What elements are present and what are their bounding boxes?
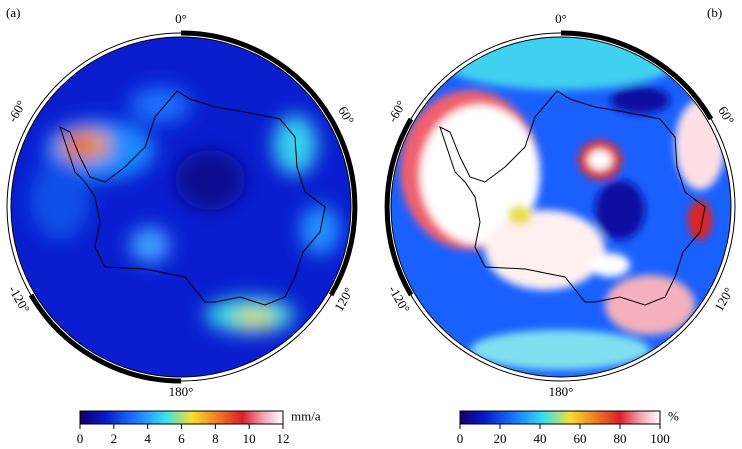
field-a — [11, 37, 351, 377]
colorbar-tick-label: 8 — [212, 431, 219, 446]
colorbar-tick-label: 0 — [457, 431, 464, 446]
angle-label: 60° — [715, 104, 737, 127]
colorbar-tick-label: 12 — [277, 431, 290, 446]
colorbar-tick-label: 0 — [77, 431, 84, 446]
colorbar-tick-label: 10 — [243, 431, 256, 446]
angle-label: -60° — [385, 98, 409, 125]
map-b: 0° 60° 120° 180° -120° -60° (b) — [385, 5, 738, 399]
colorbar-tick-label: 80 — [614, 431, 627, 446]
colorbar-tick-label: 40 — [534, 431, 547, 446]
angle-label: 0° — [175, 11, 187, 26]
angle-label: -60° — [5, 98, 29, 125]
panel-label: (b) — [707, 5, 722, 20]
angle-label: 0° — [555, 11, 567, 26]
colorbar-tick-label: 6 — [178, 431, 185, 446]
colorbar — [79, 410, 284, 425]
panel-label: (a) — [6, 5, 20, 20]
colorbar-tick-label: 4 — [144, 431, 151, 446]
angle-label: 60° — [335, 104, 357, 127]
colorbar — [459, 410, 661, 425]
colorbar-unit: mm/a — [291, 408, 321, 423]
colorbar-tick-label: 20 — [494, 431, 507, 446]
angle-label: -120° — [6, 283, 34, 316]
colorbar-tick-label: 2 — [111, 431, 118, 446]
angle-label: 180° — [549, 384, 574, 399]
field-b — [391, 37, 731, 377]
colorbar-unit: % — [668, 408, 679, 423]
map-a: 0° 60° 120° 180° -120° -60° (a) — [5, 5, 358, 399]
angle-label: 180° — [169, 384, 194, 399]
colorbar-tick-label: 60 — [574, 431, 587, 446]
colorbar-tick-label: 100 — [650, 431, 670, 446]
